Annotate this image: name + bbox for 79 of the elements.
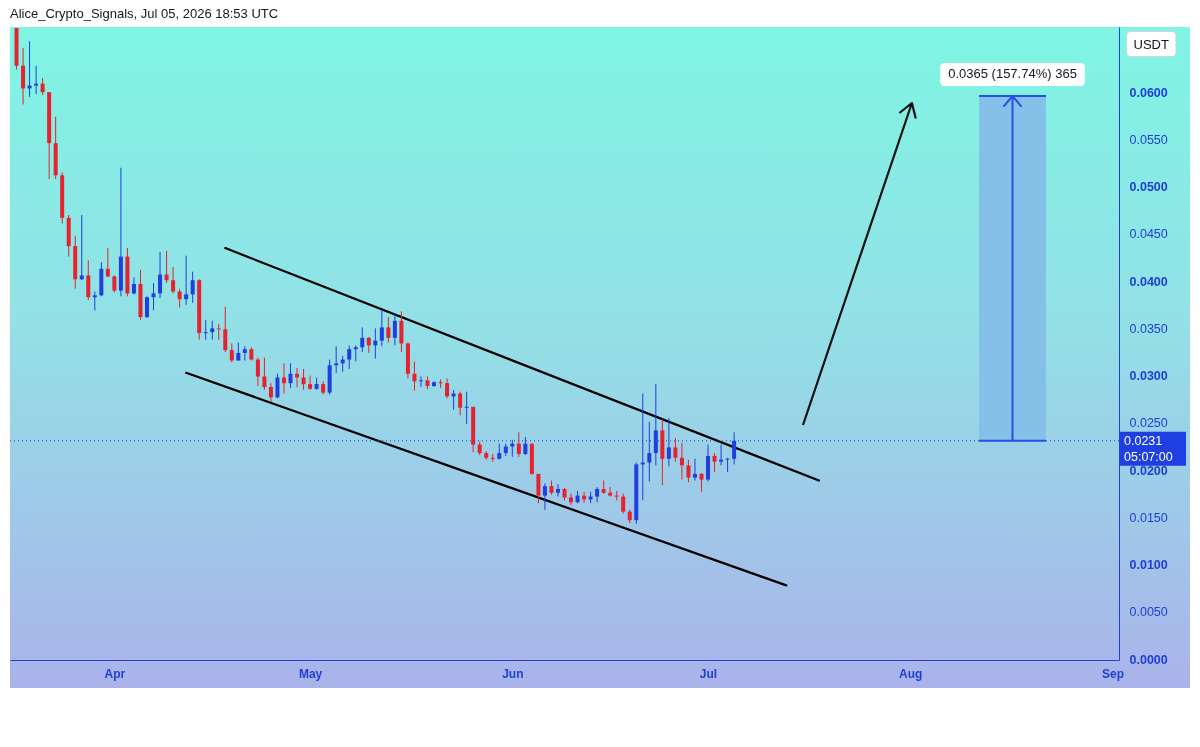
candlestick <box>706 444 711 482</box>
candlestick <box>295 367 300 388</box>
y-tick-label: 0.0400 <box>1129 274 1168 289</box>
candlestick <box>569 493 574 506</box>
candlestick <box>621 493 626 515</box>
x-tick-label: Sep <box>1101 666 1124 681</box>
candlestick <box>171 266 176 294</box>
candlestick <box>399 310 404 353</box>
candlestick <box>275 373 280 399</box>
candlestick <box>536 473 541 504</box>
y-tick-label: 0.0150 <box>1129 510 1168 525</box>
candlestick <box>334 345 339 374</box>
y-tick-label: 0.0350 <box>1129 321 1168 336</box>
candlestick <box>105 247 110 278</box>
candlestick <box>516 431 521 458</box>
candlestick <box>21 47 26 105</box>
y-tick-label: 0.0500 <box>1129 180 1168 195</box>
band-label: 0.0365 (157.74%) 365 <box>948 66 1077 82</box>
chart-title: Alice_Crypto_Signals, Jul 05, 2026 18:53 UTC <box>10 6 279 21</box>
candlestick <box>692 458 697 481</box>
y-tick-label: 0.0200 <box>1129 463 1168 478</box>
candlestick <box>595 486 600 503</box>
candlestick <box>131 276 136 295</box>
ref-line-label: 0.0231 <box>1124 433 1163 448</box>
candlestick <box>92 291 97 311</box>
candlestick <box>412 360 417 392</box>
candlestick <box>144 295 149 319</box>
candlestick <box>542 482 547 511</box>
y-axis-title: USDT <box>1133 36 1169 52</box>
candlestick <box>255 357 260 387</box>
candlestick <box>79 214 84 281</box>
x-tick-label: Jul <box>699 666 718 681</box>
candlestick <box>190 271 195 304</box>
y-tick-label: 0.0050 <box>1129 605 1168 620</box>
y-tick-label: 0.0000 <box>1129 652 1168 667</box>
candlestick <box>445 377 450 399</box>
x-tick-label: Apr <box>104 666 126 681</box>
y-tick-label: 0.0300 <box>1129 369 1168 384</box>
y-tick-label: 0.0450 <box>1129 227 1168 242</box>
candlestick <box>699 472 704 493</box>
candlestick <box>216 323 221 341</box>
y-tick-label: 0.0600 <box>1129 85 1168 100</box>
candlestick <box>308 375 313 391</box>
candlestick <box>392 312 397 346</box>
candlestick <box>464 391 469 425</box>
y-tick-label: 0.0250 <box>1129 416 1168 431</box>
candlestick <box>151 282 156 311</box>
candlestick <box>725 457 730 473</box>
x-tick-label: Aug <box>899 666 923 681</box>
candlestick <box>229 343 234 363</box>
candlestick <box>379 309 384 347</box>
candlestick <box>184 255 189 306</box>
candlestick <box>177 288 182 309</box>
candlestick <box>719 444 724 466</box>
candlestick <box>223 306 228 353</box>
candlestick <box>268 382 273 403</box>
candlestick <box>34 65 39 95</box>
candlestick <box>458 391 463 416</box>
candlestick <box>210 320 215 341</box>
candlestick <box>418 376 423 388</box>
candlestick <box>679 442 684 481</box>
candlestick <box>203 319 208 341</box>
candlestick <box>360 326 365 353</box>
candlestick <box>301 368 306 391</box>
candlestick <box>262 357 267 391</box>
x-tick-label: Jun <box>502 666 524 681</box>
candlestick <box>86 259 91 301</box>
candlestick <box>386 316 391 344</box>
x-tick-label: May <box>298 666 323 681</box>
y-tick-label: 0.0550 <box>1129 132 1168 147</box>
candlestick <box>555 483 560 498</box>
candlestick <box>673 437 678 463</box>
text: 05:07:00 <box>1124 449 1173 464</box>
y-tick-label: 0.0100 <box>1129 558 1168 573</box>
candlestick <box>347 344 352 370</box>
candlestick <box>158 251 163 299</box>
candlestick <box>712 452 717 473</box>
candlestick <box>288 362 293 389</box>
candlestick <box>686 459 691 483</box>
